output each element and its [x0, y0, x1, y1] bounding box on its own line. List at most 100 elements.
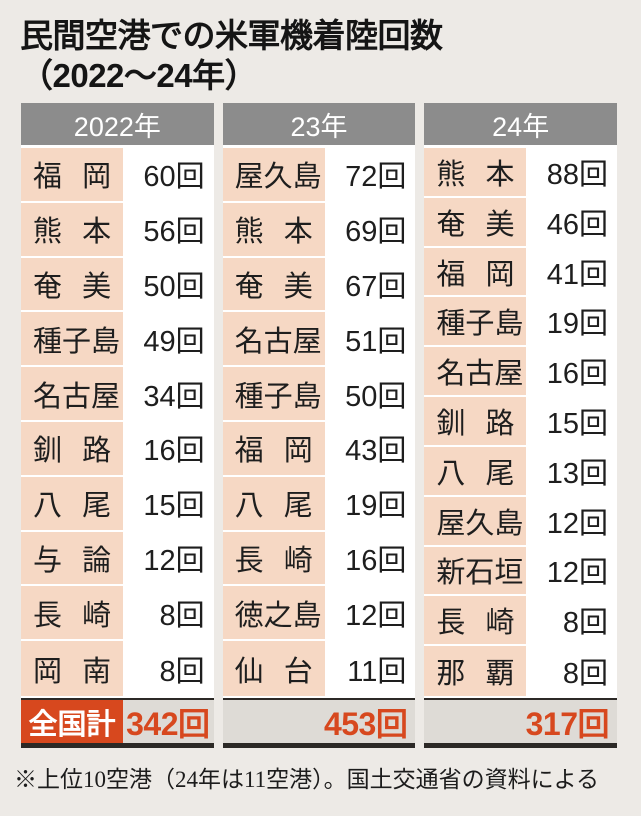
table-row: 那覇 8回	[424, 646, 618, 696]
total-row: 453回	[222, 700, 416, 748]
table-row: 種子島 49回	[21, 312, 214, 368]
table-row: 福岡 60回	[21, 148, 214, 203]
table-row: 長崎 8回	[21, 586, 214, 642]
airport-name: 長崎	[234, 544, 313, 577]
title-line-1: 民間空港での米軍機着陸回数	[20, 17, 443, 54]
total-row: 全国計 342回	[21, 700, 214, 748]
landing-count: 11回	[324, 641, 416, 696]
airport-name: 名古屋	[234, 325, 322, 358]
year-header-label: 24年	[492, 111, 550, 142]
row-separator	[21, 365, 214, 368]
total-value: 317回	[525, 705, 610, 742]
rows: 熊本 88回 奄美 46回 福岡 41回 種子島 19回	[424, 148, 618, 696]
table-row: 名古屋 34回	[21, 367, 214, 422]
table-row: 名古屋 51回	[222, 312, 416, 368]
landing-count: 60回	[123, 148, 214, 201]
airport-name: 長崎	[436, 607, 515, 640]
airport-name: 釧路	[436, 407, 515, 440]
landing-count: 12回	[123, 531, 214, 585]
table-row: 仙台 11回	[222, 641, 416, 696]
landing-count: 16回	[123, 421, 214, 475]
row-separator	[424, 494, 618, 497]
table-row: 徳之島 12回	[222, 586, 416, 642]
table-row: 八尾 13回	[424, 446, 618, 497]
row-separator	[21, 310, 214, 313]
row-separator	[424, 594, 618, 597]
landings-table: 2022年 福岡 60回 熊本 56回 奄美 50回	[21, 103, 618, 748]
airport-name-cell: 徳之島	[222, 586, 325, 640]
rows: 福岡 60回 熊本 56回 奄美 50回 種子島 49回	[21, 148, 214, 696]
airport-name: 八尾	[234, 490, 313, 523]
airport-name: 福岡	[436, 258, 515, 291]
title-line-2: （2022～24年）	[20, 57, 258, 94]
table-row: 釧路 16回	[21, 421, 214, 477]
landing-count: 49回	[123, 312, 214, 366]
landing-count: 15回	[526, 397, 618, 445]
row-separator	[424, 345, 618, 348]
table-row: 屋久島 72回	[222, 148, 416, 203]
page-title: 民間空港での米軍機着陸回数 （2022～24年）	[20, 16, 631, 96]
airport-name-cell: 屋久島	[222, 148, 325, 201]
airport-name-cell: 種子島	[222, 367, 325, 420]
row-separator	[222, 365, 416, 368]
row-separator	[21, 584, 214, 587]
airport-name: 長崎	[33, 599, 112, 632]
airport-name: 釧路	[33, 435, 112, 468]
airport-name: 仙台	[234, 655, 313, 688]
table-row: 熊本 56回	[21, 202, 214, 258]
airport-name: 屋久島	[436, 507, 524, 540]
table-row: 奄美 50回	[21, 257, 214, 313]
table-row: 長崎 16回	[222, 531, 416, 587]
row-separator	[424, 644, 618, 647]
airport-name: 奄美	[234, 270, 313, 303]
landing-count: 12回	[324, 586, 416, 640]
landing-count: 67回	[324, 257, 416, 311]
year-header-label: 23年	[290, 111, 348, 142]
landing-count: 41回	[526, 247, 618, 296]
landing-count: 16回	[324, 531, 416, 585]
airport-name: 奄美	[436, 208, 515, 241]
row-separator	[222, 200, 416, 203]
landing-count: 72回	[324, 148, 416, 201]
year-header: 24年	[424, 103, 618, 148]
row-separator	[21, 529, 214, 532]
airport-name-cell: 熊本	[424, 148, 527, 196]
airport-name-cell: 釧路	[424, 397, 527, 445]
landing-count: 69回	[324, 202, 416, 256]
airport-name-cell: 奄美	[222, 257, 325, 311]
airport-name-cell: 福岡	[222, 421, 325, 475]
landing-count: 34回	[123, 367, 214, 420]
airport-name: 名古屋	[33, 380, 121, 413]
infographic-page: { "title": { "line1": "民間空港での米軍機着陸回数", "…	[0, 16, 641, 816]
airport-name-cell: 屋久島	[424, 496, 527, 545]
airport-name: 熊本	[33, 216, 112, 249]
airport-name: 福岡	[234, 435, 313, 468]
row-separator	[222, 255, 416, 258]
landing-count: 15回	[123, 476, 214, 530]
airport-name-cell: 長崎	[424, 596, 527, 645]
airport-name: 種子島	[436, 308, 524, 341]
airport-name-cell: 八尾	[222, 476, 325, 530]
airport-name-cell: 名古屋	[222, 312, 325, 366]
airport-name-cell: 新石垣	[424, 546, 527, 595]
airport-name: 岡南	[33, 655, 112, 688]
airport-name: 種子島	[33, 325, 121, 358]
airport-name-cell: 名古屋	[21, 367, 124, 420]
row-separator	[21, 474, 214, 477]
airport-name: 屋久島	[234, 161, 322, 194]
landing-count: 19回	[324, 476, 416, 530]
landing-count: 8回	[526, 646, 618, 696]
row-separator	[222, 419, 416, 422]
table-row: 長崎 8回	[424, 596, 618, 647]
row-separator	[21, 419, 214, 422]
landing-count: 46回	[526, 197, 618, 246]
airport-name-cell: 熊本	[222, 202, 325, 256]
table-row: 奄美 67回	[222, 257, 416, 313]
total-value: 453回	[323, 705, 408, 742]
total-divider	[424, 696, 618, 700]
row-separator	[222, 639, 416, 642]
table-row: 岡南 8回	[21, 641, 214, 696]
year-header-label: 2022年	[73, 111, 161, 142]
landing-count: 88回	[526, 148, 618, 196]
row-separator	[424, 544, 618, 547]
